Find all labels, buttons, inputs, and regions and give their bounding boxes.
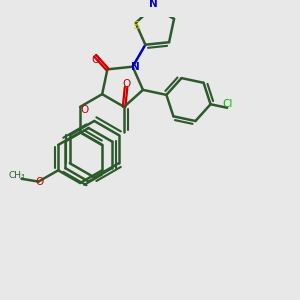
Text: O: O — [91, 55, 99, 65]
Text: O: O — [80, 105, 88, 115]
Text: N: N — [131, 62, 140, 72]
Text: O: O — [36, 177, 44, 187]
Text: Cl: Cl — [222, 99, 232, 110]
Text: CH₃: CH₃ — [9, 172, 26, 181]
Text: N: N — [149, 0, 158, 9]
Text: O: O — [122, 79, 130, 88]
Text: S: S — [132, 21, 139, 31]
